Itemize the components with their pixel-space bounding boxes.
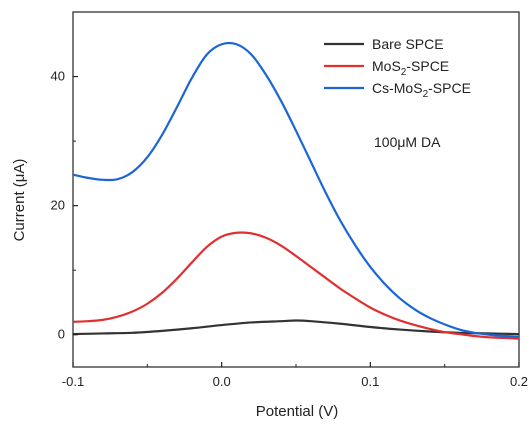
plot-frame	[72, 11, 520, 368]
legend-label-2: Cs-MoS2-SPCE	[372, 80, 471, 100]
plot-border	[72, 11, 520, 368]
x-axis-title: Potential (V)	[256, 403, 339, 420]
ticks-layer: -0.1 0.0 0.1 0.2 0 20 40	[51, 69, 529, 389]
y-tick-label: 40	[51, 69, 65, 84]
series-line-2	[72, 41, 520, 338]
series-line-1	[72, 231, 520, 340]
series-layer	[72, 41, 520, 340]
legend-label-0: Bare SPCE	[372, 36, 444, 52]
legend-label-1: MoS2-SPCE	[372, 58, 449, 78]
y-tick-label: 20	[51, 198, 65, 213]
annotation-text: 100μM DA	[374, 134, 441, 150]
x-tick-label: 0.1	[361, 374, 379, 389]
x-tick-label: 0.2	[510, 374, 528, 389]
y-tick-label: 0	[58, 327, 65, 342]
x-tick-label: 0.0	[213, 374, 231, 389]
x-tick-label: -0.1	[62, 374, 84, 389]
y-axis-title: Current (μA)	[11, 159, 28, 242]
